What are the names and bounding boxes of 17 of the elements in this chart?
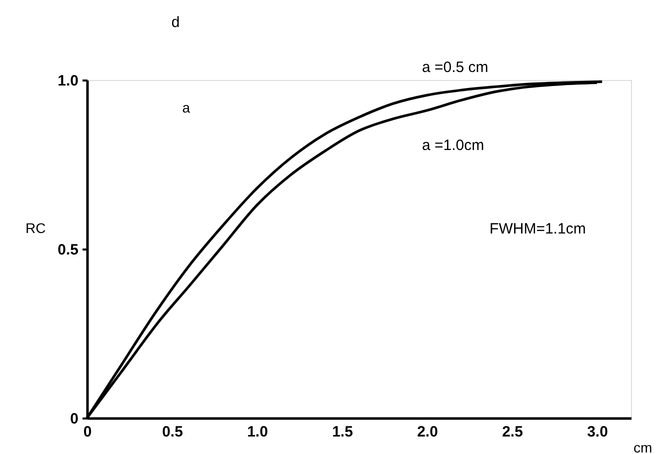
y-axis-title: RC bbox=[26, 220, 46, 236]
annotation: a =1.0cm bbox=[422, 137, 484, 154]
text: d bbox=[171, 14, 180, 31]
annotation: a =0.5 cm bbox=[422, 58, 488, 76]
x-tick-label: 0.5 bbox=[162, 424, 183, 440]
x-tick-label: 2.5 bbox=[502, 424, 523, 440]
y-tick-label: 0.5 bbox=[58, 242, 78, 258]
y-tick-label: 0 bbox=[70, 410, 78, 428]
x-tick-label: 3.0 bbox=[587, 424, 608, 440]
annotation: FWHM=1.1cm bbox=[490, 220, 586, 238]
y-tick-label: 1.0 bbox=[58, 72, 78, 90]
x-tick-label: 0 bbox=[83, 424, 92, 440]
x-tick-label: 2.0 bbox=[417, 424, 438, 440]
annotation: a bbox=[182, 100, 190, 116]
x-axis-title: cm bbox=[634, 440, 652, 454]
x-tick-label: 1.0 bbox=[247, 424, 268, 440]
x-tick-label: 1.5 bbox=[332, 424, 353, 440]
